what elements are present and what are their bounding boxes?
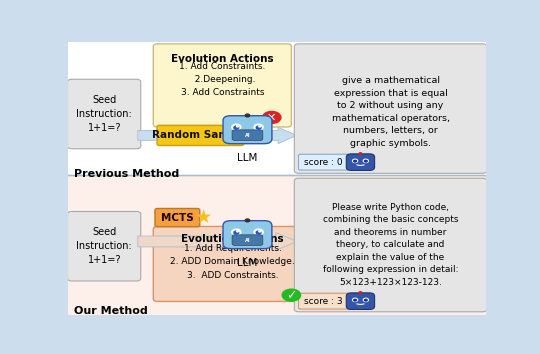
Circle shape <box>363 159 368 162</box>
Circle shape <box>245 114 249 117</box>
Circle shape <box>364 299 367 301</box>
FancyBboxPatch shape <box>350 298 354 303</box>
Circle shape <box>354 299 356 301</box>
Polygon shape <box>138 233 243 250</box>
Text: Our Method: Our Method <box>74 306 147 316</box>
FancyBboxPatch shape <box>259 229 266 237</box>
Text: ✓: ✓ <box>286 289 296 302</box>
Polygon shape <box>273 127 297 144</box>
Text: AI: AI <box>245 133 250 138</box>
FancyBboxPatch shape <box>155 209 200 227</box>
Circle shape <box>232 124 241 130</box>
FancyBboxPatch shape <box>299 293 349 309</box>
Circle shape <box>254 124 263 130</box>
FancyBboxPatch shape <box>153 227 312 302</box>
FancyBboxPatch shape <box>346 154 375 170</box>
Circle shape <box>262 112 281 124</box>
Text: LLM: LLM <box>237 153 258 162</box>
FancyBboxPatch shape <box>157 125 244 145</box>
Text: 1. Add Requirements.
2. ADD Domain Knowledge.
3.  ADD Constraints.: 1. Add Requirements. 2. ADD Domain Knowl… <box>171 244 295 280</box>
Text: MCTS: MCTS <box>161 213 194 223</box>
Text: ★: ★ <box>195 207 212 227</box>
FancyBboxPatch shape <box>68 211 141 281</box>
Circle shape <box>359 153 362 154</box>
FancyBboxPatch shape <box>367 298 371 303</box>
Circle shape <box>232 229 241 235</box>
Polygon shape <box>138 127 243 144</box>
Text: LLM: LLM <box>237 258 258 268</box>
Polygon shape <box>273 233 297 250</box>
Circle shape <box>353 159 357 162</box>
Circle shape <box>237 231 239 232</box>
FancyBboxPatch shape <box>299 154 349 170</box>
Text: Evolution Actions: Evolution Actions <box>181 234 284 244</box>
FancyBboxPatch shape <box>232 130 263 141</box>
FancyBboxPatch shape <box>65 41 488 181</box>
Circle shape <box>256 231 261 234</box>
Circle shape <box>254 229 263 235</box>
Circle shape <box>259 231 261 232</box>
FancyBboxPatch shape <box>65 176 488 317</box>
FancyBboxPatch shape <box>232 235 263 245</box>
Circle shape <box>354 160 356 162</box>
FancyBboxPatch shape <box>294 44 487 173</box>
FancyBboxPatch shape <box>68 79 141 149</box>
Text: Evolution Actions: Evolution Actions <box>171 54 274 64</box>
FancyBboxPatch shape <box>346 293 375 309</box>
Text: score : 3: score : 3 <box>304 297 342 306</box>
FancyBboxPatch shape <box>228 124 236 132</box>
Circle shape <box>353 298 357 302</box>
Text: 1. Add Constraints.
  2.Deepening.
3. Add Constraints: 1. Add Constraints. 2.Deepening. 3. Add … <box>179 62 266 97</box>
FancyBboxPatch shape <box>367 159 371 164</box>
Circle shape <box>363 298 368 302</box>
Text: Random Sample: Random Sample <box>152 130 248 141</box>
Circle shape <box>234 126 239 129</box>
Text: score : 0: score : 0 <box>304 158 342 167</box>
Circle shape <box>237 126 239 127</box>
FancyBboxPatch shape <box>223 221 272 249</box>
Text: give a mathematical
expression that is equal
to 2 without using any
mathematical: give a mathematical expression that is e… <box>332 76 450 148</box>
Circle shape <box>359 292 362 293</box>
FancyBboxPatch shape <box>228 229 236 237</box>
Circle shape <box>234 231 239 234</box>
FancyBboxPatch shape <box>223 116 272 144</box>
Text: Previous Method: Previous Method <box>74 169 179 179</box>
FancyBboxPatch shape <box>153 44 292 127</box>
Text: Seed
Instruction:
1+1=?: Seed Instruction: 1+1=? <box>77 227 132 266</box>
FancyBboxPatch shape <box>259 124 266 132</box>
Text: Please write Python code,
combining the basic concepts
and theorems in number
th: Please write Python code, combining the … <box>323 203 458 287</box>
Circle shape <box>259 126 261 127</box>
Circle shape <box>245 219 249 222</box>
Text: Seed
Instruction:
1+1=?: Seed Instruction: 1+1=? <box>77 95 132 133</box>
Text: ✕: ✕ <box>267 113 276 122</box>
Circle shape <box>364 160 367 162</box>
Circle shape <box>256 126 261 129</box>
Circle shape <box>282 289 301 301</box>
FancyBboxPatch shape <box>350 159 354 164</box>
Text: AI: AI <box>245 238 250 242</box>
FancyBboxPatch shape <box>294 178 487 312</box>
